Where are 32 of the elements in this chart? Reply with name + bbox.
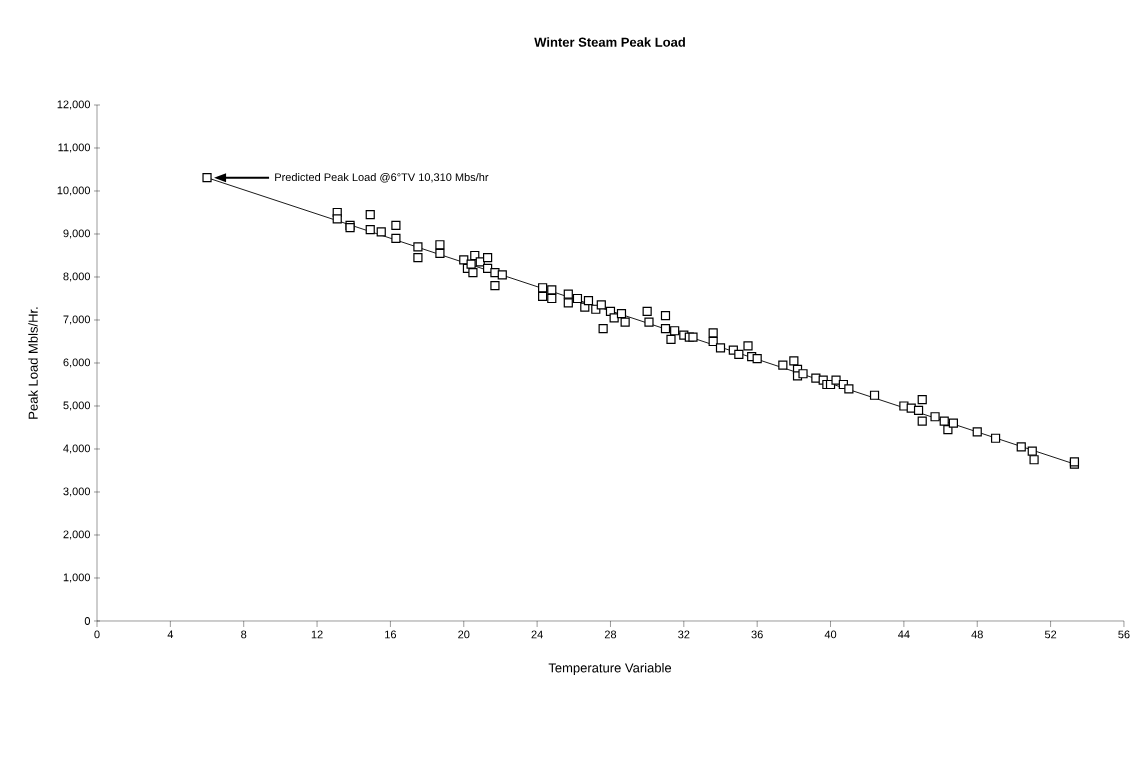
y-tick-label: 4,000 xyxy=(63,444,91,454)
y-tick-label: 5,000 xyxy=(63,401,91,411)
chart-title: Winter Steam Peak Load xyxy=(534,37,685,47)
y-tick-label: 1,000 xyxy=(63,573,91,583)
y-tick-label: 9,000 xyxy=(63,229,91,239)
x-tick-label: 24 xyxy=(531,630,543,639)
x-tick-label: 8 xyxy=(241,630,247,639)
x-tick-label: 40 xyxy=(824,630,837,639)
y-tick-label: 6,000 xyxy=(63,358,91,368)
x-tick-label: 56 xyxy=(1118,630,1130,639)
y-tick-label: 10,000 xyxy=(57,186,91,196)
x-tick-label: 48 xyxy=(971,630,983,639)
y-tick-label: 2,000 xyxy=(63,530,91,540)
y-tick-label: 12,000 xyxy=(57,100,91,110)
x-tick-label: 32 xyxy=(678,630,690,639)
x-tick-label: 0 xyxy=(94,630,100,639)
y-axis-title: Peak Load Mbls/Hr. xyxy=(28,307,38,419)
y-tick-label: 3,000 xyxy=(63,487,91,497)
x-tick-label: 44 xyxy=(898,630,910,639)
y-tick-label: 8,000 xyxy=(63,272,91,282)
x-tick-label: 16 xyxy=(385,630,397,639)
y-tick-label: 7,000 xyxy=(63,315,91,325)
x-tick-label: 52 xyxy=(1044,630,1057,639)
x-tick-label: 20 xyxy=(458,630,470,639)
x-tick-label: 4 xyxy=(167,630,174,639)
y-tick-label: 11,000 xyxy=(58,143,91,153)
x-tick-label: 12 xyxy=(311,630,323,639)
x-tick-label: 28 xyxy=(604,630,617,639)
annotation: Predicted Peak Load @6°TV 10,310 Mbs/hr xyxy=(275,173,489,183)
y-tick-label: 0 xyxy=(84,617,91,625)
x-axis-title: Temperature Variable xyxy=(548,662,672,676)
x-tick-label: 36 xyxy=(751,630,763,639)
